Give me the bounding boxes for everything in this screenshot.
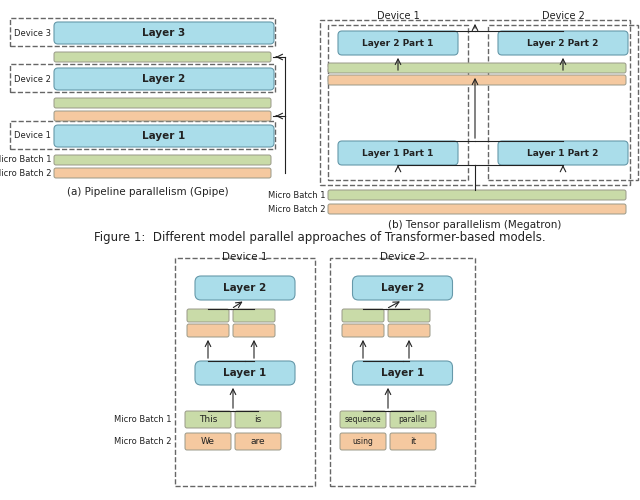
Text: are: are: [251, 437, 266, 446]
Text: (b) Tensor parallelism (Megatron): (b) Tensor parallelism (Megatron): [388, 220, 562, 230]
FancyBboxPatch shape: [54, 168, 271, 178]
Text: We: We: [201, 437, 215, 446]
FancyBboxPatch shape: [235, 411, 281, 428]
Bar: [10, 18, 275, 46]
FancyBboxPatch shape: [338, 31, 458, 55]
Text: This: This: [199, 415, 217, 424]
Text: is: is: [254, 415, 262, 424]
Text: it: it: [410, 437, 416, 446]
FancyBboxPatch shape: [338, 141, 458, 165]
Bar: [328, 25, 468, 180]
FancyBboxPatch shape: [388, 324, 430, 337]
FancyBboxPatch shape: [342, 324, 384, 337]
Text: Device 3: Device 3: [13, 28, 51, 38]
Text: parallel: parallel: [399, 415, 428, 424]
FancyBboxPatch shape: [233, 309, 275, 322]
FancyBboxPatch shape: [390, 411, 436, 428]
FancyBboxPatch shape: [390, 433, 436, 450]
FancyBboxPatch shape: [195, 361, 295, 385]
Text: Layer 2 Part 1: Layer 2 Part 1: [362, 38, 434, 48]
Bar: [10, 121, 275, 149]
FancyBboxPatch shape: [187, 324, 229, 337]
Text: Layer 1: Layer 1: [223, 368, 267, 378]
Bar: [488, 25, 638, 180]
Text: Micro Batch 1: Micro Batch 1: [113, 415, 171, 424]
Text: Layer 2: Layer 2: [223, 283, 267, 293]
Text: Micro Batch 2: Micro Batch 2: [269, 204, 326, 214]
Text: using: using: [353, 437, 373, 446]
FancyBboxPatch shape: [54, 125, 274, 147]
FancyBboxPatch shape: [54, 52, 271, 62]
FancyBboxPatch shape: [235, 433, 281, 450]
Text: Device 1: Device 1: [13, 132, 51, 140]
FancyBboxPatch shape: [185, 433, 231, 450]
FancyBboxPatch shape: [54, 22, 274, 44]
FancyBboxPatch shape: [388, 309, 430, 322]
FancyBboxPatch shape: [233, 324, 275, 337]
Text: Layer 1: Layer 1: [142, 131, 186, 141]
Text: Micro Batch 2: Micro Batch 2: [0, 168, 52, 177]
FancyBboxPatch shape: [54, 155, 271, 165]
FancyBboxPatch shape: [54, 98, 271, 108]
Text: Micro Batch 1: Micro Batch 1: [269, 190, 326, 200]
Text: Layer 1 Part 1: Layer 1 Part 1: [362, 148, 434, 158]
Text: Layer 3: Layer 3: [142, 28, 186, 38]
FancyBboxPatch shape: [328, 63, 626, 73]
Text: Layer 1 Part 2: Layer 1 Part 2: [527, 148, 598, 158]
Text: Device 1: Device 1: [376, 11, 419, 21]
Bar: [320, 20, 630, 185]
Bar: [330, 258, 475, 486]
FancyBboxPatch shape: [54, 111, 271, 121]
Text: Figure 1:  Different model parallel approaches of Transformer-based models.: Figure 1: Different model parallel appro…: [94, 232, 546, 244]
FancyBboxPatch shape: [353, 276, 452, 300]
Text: Device 2: Device 2: [13, 74, 51, 84]
FancyBboxPatch shape: [342, 309, 384, 322]
FancyBboxPatch shape: [328, 75, 626, 85]
Text: Layer 2 Part 2: Layer 2 Part 2: [527, 38, 598, 48]
FancyBboxPatch shape: [185, 411, 231, 428]
Bar: [10, 64, 275, 92]
Bar: [175, 258, 315, 486]
FancyBboxPatch shape: [328, 204, 626, 214]
Text: Device 2: Device 2: [541, 11, 584, 21]
Text: sequence: sequence: [345, 415, 381, 424]
Text: Device 2: Device 2: [380, 252, 425, 262]
Text: Device 1: Device 1: [222, 252, 268, 262]
FancyBboxPatch shape: [187, 309, 229, 322]
FancyBboxPatch shape: [340, 433, 386, 450]
FancyBboxPatch shape: [498, 141, 628, 165]
Text: Layer 2: Layer 2: [142, 74, 186, 84]
Text: Micro Batch 2: Micro Batch 2: [113, 437, 171, 446]
Text: Micro Batch 1: Micro Batch 1: [0, 156, 52, 164]
FancyBboxPatch shape: [328, 190, 626, 200]
FancyBboxPatch shape: [54, 68, 274, 90]
FancyBboxPatch shape: [498, 31, 628, 55]
FancyBboxPatch shape: [195, 276, 295, 300]
Text: (a) Pipeline parallelism (Gpipe): (a) Pipeline parallelism (Gpipe): [67, 187, 229, 197]
FancyBboxPatch shape: [340, 411, 386, 428]
Text: Layer 1: Layer 1: [381, 368, 424, 378]
FancyBboxPatch shape: [353, 361, 452, 385]
Text: Layer 2: Layer 2: [381, 283, 424, 293]
